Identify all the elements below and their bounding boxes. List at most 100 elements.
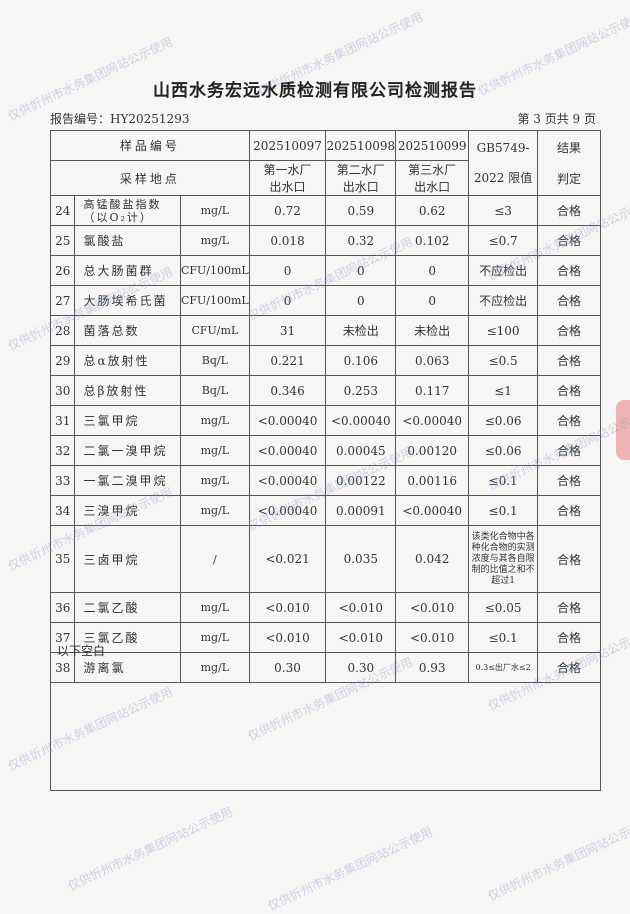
limit-value: ≤1: [468, 375, 539, 406]
limit-header-line: GB5749-: [476, 140, 530, 155]
value-1: <0.00040: [248, 405, 327, 436]
result-value: 合格: [537, 435, 601, 466]
table-row: 34 三溴甲烷 mg/L <0.00040 0.00091 <0.00040 ≤0.1 合格: [49, 495, 601, 526]
item-no: 25: [49, 225, 76, 256]
item-name: 总β放射性: [74, 375, 181, 406]
value-2: <0.010: [325, 592, 397, 623]
limit-value: ≤0.1: [468, 465, 539, 496]
table-row: 32 二氯一溴甲烷 mg/L <0.00040 0.00045 0.00120 ≤0.06 合…: [49, 435, 601, 466]
limit-value: 不应检出: [468, 285, 539, 316]
limit-header-line: 2022 限值: [473, 170, 533, 185]
blank-note: 以下空白: [57, 644, 106, 658]
value-3: 0: [395, 255, 470, 286]
item-unit: CFU/100mL: [179, 285, 250, 316]
sample-no-label: 样品编号: [50, 130, 250, 161]
table-row: 27 大肠埃希氏菌 CFU/100mL 0 0 0 不应检出 合格: [49, 285, 601, 316]
red-stamp: [616, 400, 630, 460]
table-row: 33 一氯二溴甲烷 mg/L <0.00040 0.00122 0.00116 ≤0.1 合格: [49, 465, 601, 496]
value-2: <0.00040: [325, 405, 397, 436]
item-unit: CFU/100mL: [179, 255, 250, 286]
item-no: 38: [49, 652, 76, 683]
item-no: 35: [49, 525, 76, 593]
watermark-text: 仅供忻州市水务集团网站公示使用: [485, 814, 630, 904]
item-no: 37: [49, 622, 76, 653]
table-row: 24 高锰酸盐指数（以O₂计） mg/L 0.72 0.59 0.62 ≤3 合格: [49, 195, 601, 226]
result-value: 合格: [537, 622, 601, 653]
value-3: 0.102: [395, 225, 470, 256]
value-1: <0.00040: [248, 495, 327, 526]
location-label: 采样地点: [50, 160, 250, 196]
table-row: 25 氯酸盐 mg/L 0.018 0.32 0.102 ≤0.7 合格: [49, 225, 601, 256]
result-value: 合格: [537, 225, 601, 256]
table-row: 28 菌落总数 CFU/mL 31 未检出 未检出 ≤100 合格: [49, 315, 601, 346]
result-value: 合格: [537, 465, 601, 496]
result-value: 合格: [537, 255, 601, 286]
item-name: 二氯乙酸: [74, 592, 181, 623]
item-no: 27: [49, 285, 76, 316]
item-no: 24: [49, 195, 76, 226]
item-unit: mg/L: [179, 195, 250, 226]
table-row: 35 三卤甲烷 / <0.021 0.035 0.042 该类化合物中各种化合物的实测浓度与…: [49, 525, 601, 593]
value-2: 0.253: [325, 375, 397, 406]
result-value: 合格: [537, 525, 601, 593]
report-title: 山西水务宏远水质检测有限公司检测报告: [153, 81, 477, 101]
results-table: 样品编号 202510097 202510098 202510099 GB574…: [49, 130, 601, 683]
value-3: 0: [395, 285, 470, 316]
blank-area: 以下空白: [50, 640, 601, 791]
item-unit: mg/L: [179, 652, 250, 683]
limit-value: 0.3≤出厂水≤2: [468, 652, 539, 683]
item-name: 氯酸盐: [74, 225, 181, 256]
result-value: 合格: [537, 195, 601, 226]
value-2: 0.106: [325, 345, 397, 376]
sample-no: 202510099: [395, 130, 470, 161]
value-3: 0.042: [395, 525, 470, 593]
value-3: 未检出: [395, 315, 470, 346]
table-row: 37 三氯乙酸 mg/L <0.010 <0.010 <0.010 ≤0.1 合格: [49, 622, 601, 653]
location-line: 第一水厂: [263, 163, 312, 177]
location-line: 出水口: [269, 180, 306, 194]
table-row: 38 游离氯 mg/L 0.30 0.30 0.93 0.3≤出厂水≤2 合格: [49, 652, 601, 683]
value-1: 0: [248, 255, 327, 286]
location-line: 出水口: [342, 180, 379, 194]
sample-no: 202510097: [248, 130, 327, 161]
value-3: 0.063: [395, 345, 470, 376]
item-name: 三卤甲烷: [74, 525, 181, 593]
value-3: 0.117: [395, 375, 470, 406]
result-header-line: 判定: [557, 172, 582, 186]
item-no: 26: [49, 255, 76, 286]
item-unit: Bq/L: [179, 345, 250, 376]
value-1: 0.221: [248, 345, 327, 376]
location-line: 出水口: [414, 180, 451, 194]
location: 第二水厂 出水口: [325, 160, 397, 196]
value-3: <0.010: [395, 592, 470, 623]
limit-value: ≤0.7: [468, 225, 539, 256]
item-unit: mg/L: [179, 495, 250, 526]
result-value: 合格: [537, 375, 601, 406]
table-row: 31 三氯甲烷 mg/L <0.00040 <0.00040 <0.00040 ≤0.06 合…: [49, 405, 601, 436]
watermark-text: 仅供忻州市水务集团网站公示使用: [265, 824, 435, 914]
value-3: 0.00116: [395, 465, 470, 496]
value-3: <0.00040: [395, 495, 470, 526]
header-row-location: 采样地点 第一水厂出水口 第二水厂 出水口 第三水厂 出水口: [50, 160, 601, 196]
result-value: 合格: [537, 592, 601, 623]
value-3: 0.93: [395, 652, 470, 683]
item-unit: mg/L: [179, 435, 250, 466]
value-3: 0.62: [395, 195, 470, 226]
result-value: 合格: [537, 345, 601, 376]
location: 第三水厂 出水口: [395, 160, 470, 196]
table-row: 36 二氯乙酸 mg/L <0.010 <0.010 <0.010 ≤0.05 合格: [49, 592, 601, 623]
value-1: <0.010: [248, 592, 327, 623]
item-name: 三氯乙酸: [74, 622, 181, 653]
item-unit: /: [179, 525, 250, 593]
value-1: 0.018: [248, 225, 327, 256]
item-name: 高锰酸盐指数（以O₂计）: [74, 195, 181, 226]
limit-value: ≤0.05: [468, 592, 539, 623]
result-header: 结果 判定: [537, 130, 601, 196]
value-2: 0.00091: [325, 495, 397, 526]
value-1: <0.00040: [248, 465, 327, 496]
value-2: <0.010: [325, 622, 397, 653]
item-no: 30: [49, 375, 76, 406]
item-name: 一氯二溴甲烷: [74, 465, 181, 496]
limit-value: ≤0.5: [468, 345, 539, 376]
item-name: 三溴甲烷: [74, 495, 181, 526]
